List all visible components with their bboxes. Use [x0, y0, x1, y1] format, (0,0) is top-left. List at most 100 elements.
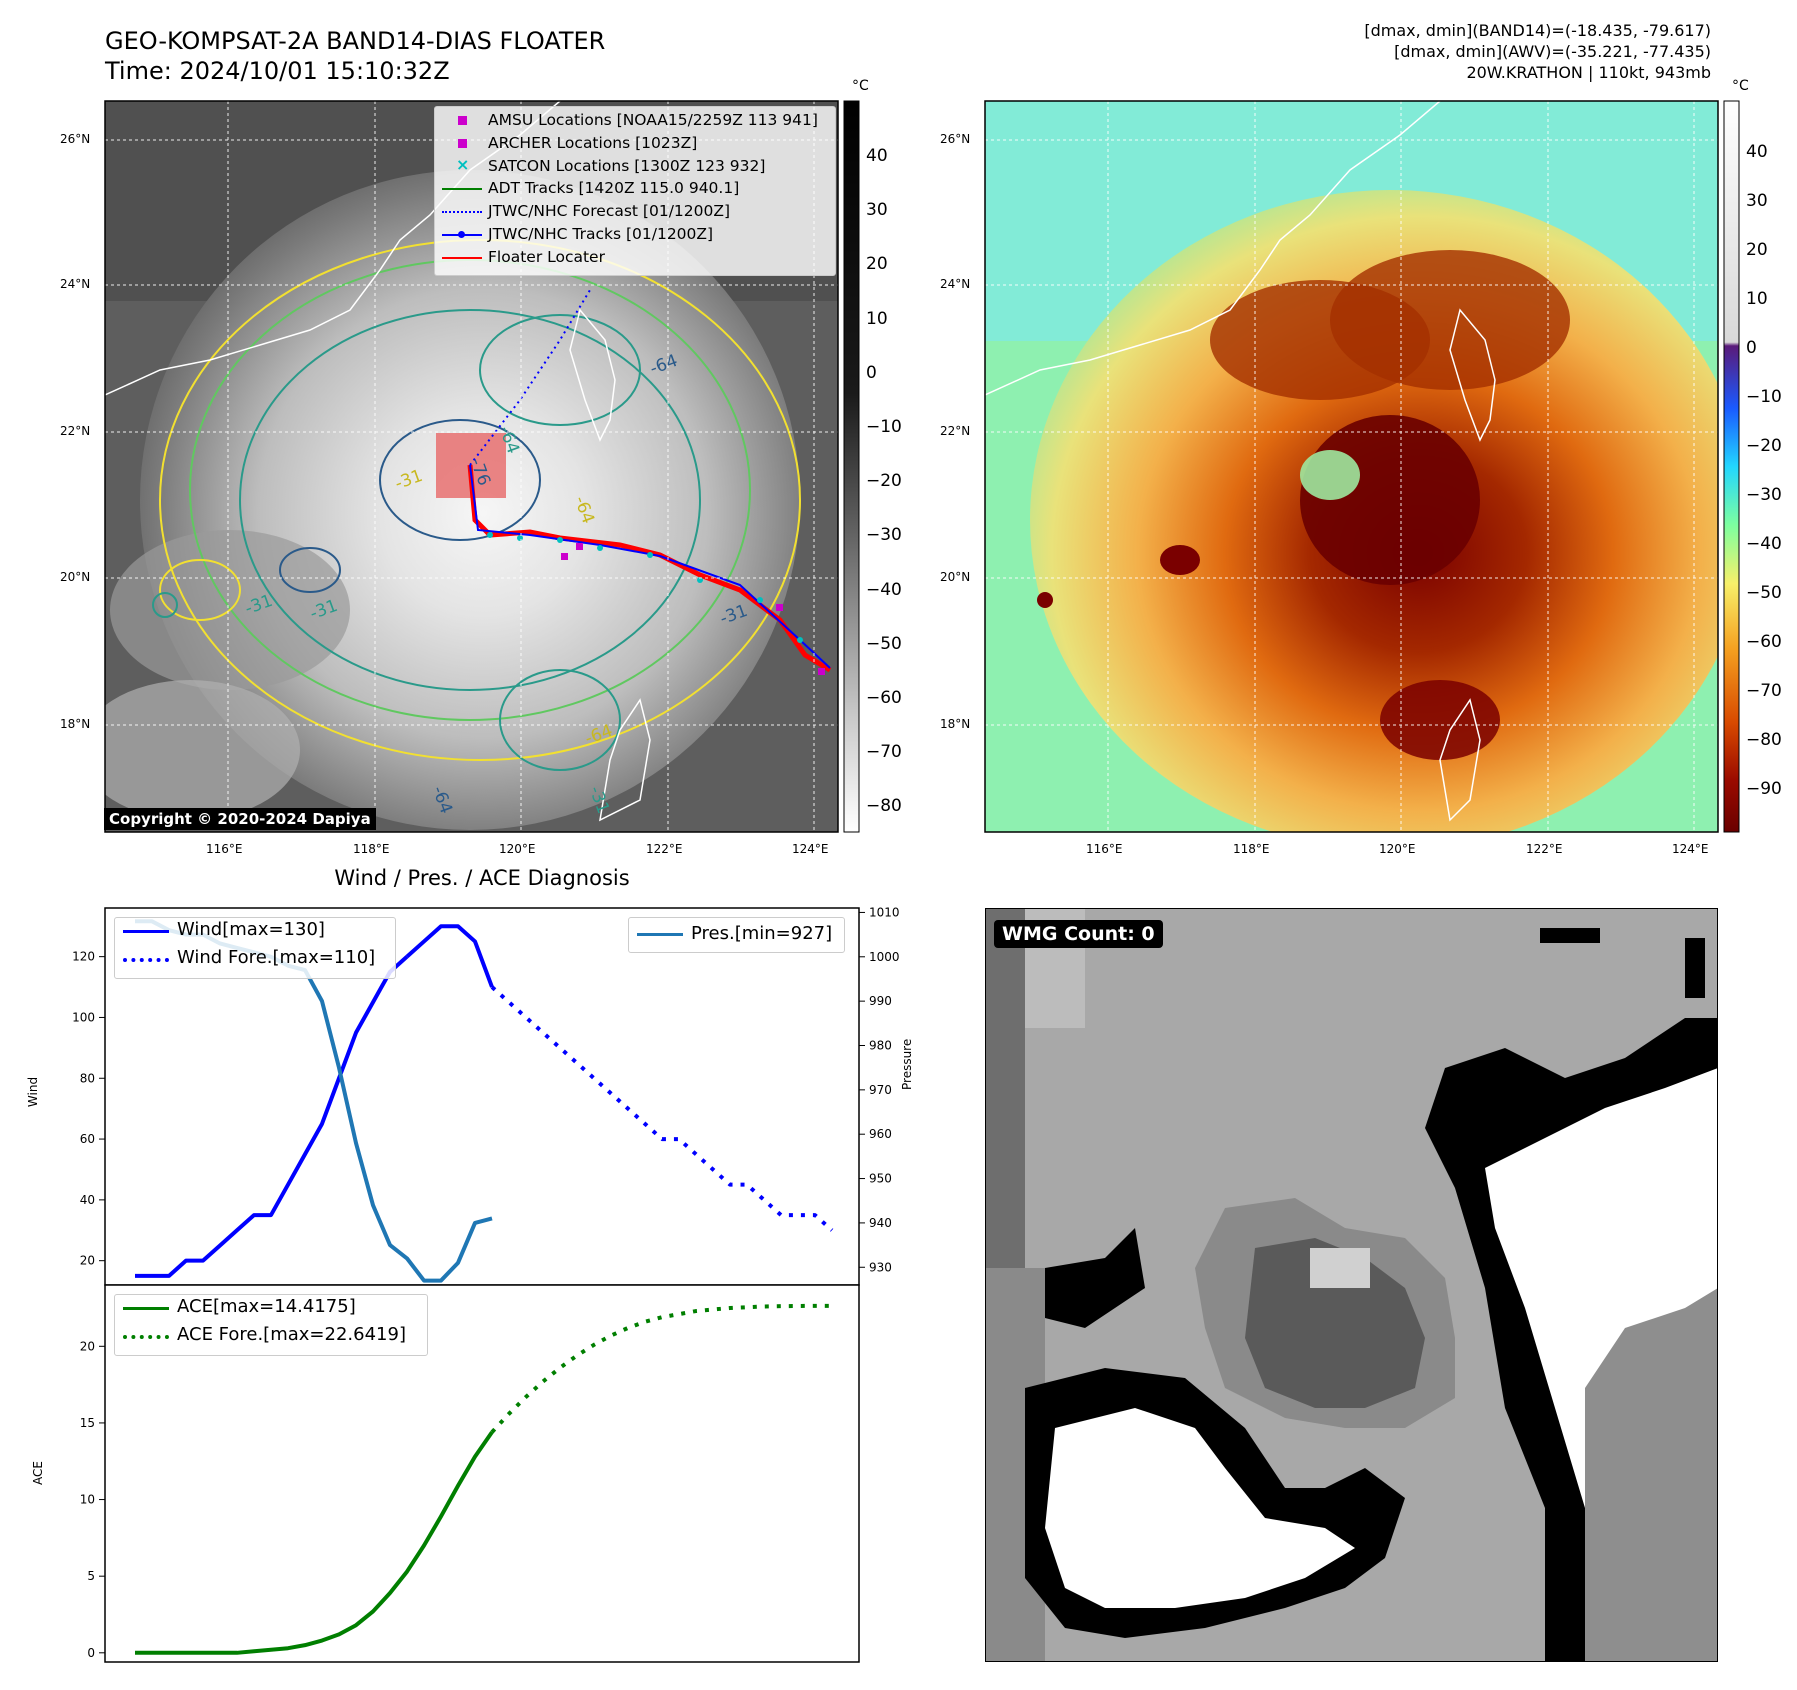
colorbar-tick: −80 — [1746, 730, 1782, 750]
right-colorbar-unit: °C — [1732, 78, 1749, 94]
figure-title-line1: GEO-KOMPSAT-2A BAND14-DIAS FLOATER — [105, 27, 606, 55]
pressure-axis-label: Pressure — [900, 1038, 914, 1090]
y2-tick-label: 950 — [869, 1172, 892, 1186]
lat-tick: 20°N — [60, 570, 91, 584]
lat-tick: 24°N — [60, 277, 91, 291]
lon-tick: 122°E — [646, 842, 683, 856]
colorbar-tick: −60 — [1746, 632, 1782, 652]
wind-legend-solid — [123, 930, 169, 933]
lat-tick: 18°N — [940, 717, 971, 731]
legend-item: JTWC/NHC Tracks [01/1200Z] — [438, 224, 834, 246]
y-tick-label: 100 — [72, 1010, 95, 1024]
y-tick-label: 0 — [87, 1646, 95, 1660]
diag-line3: 20W.KRATHON | 110kt, 943mb — [1466, 63, 1711, 82]
series-line — [135, 955, 409, 1278]
ace-legend-label: ACE[max=14.4175] — [177, 1296, 356, 1317]
legend-item: ARCHER Locations [1023Z] — [438, 133, 834, 155]
colorbar-tick: 0 — [866, 362, 877, 383]
y-tick-label: 40 — [80, 1193, 95, 1207]
colorbar-tick: −70 — [866, 742, 902, 763]
legend-label: ARCHER Locations [1023Z] — [488, 133, 698, 152]
legend-item: ADT Tracks [1420Z 115.0 940.1] — [438, 178, 834, 200]
colorbar-tick: 30 — [1746, 191, 1768, 211]
y2-tick-label: 930 — [869, 1260, 892, 1274]
ace-legend-solid — [123, 1307, 169, 1310]
left-colorbar — [843, 100, 860, 833]
y-tick-label: 15 — [80, 1416, 95, 1430]
colorbar-tick: −90 — [1746, 779, 1782, 799]
pressure-legend: Pres.[min=927] — [628, 917, 845, 953]
colorbar-tick: 30 — [866, 200, 888, 221]
right-map-imagery — [985, 101, 1718, 832]
lon-tick: 118°E — [1233, 842, 1270, 856]
left-map-legend — [434, 106, 836, 276]
colorbar-tick: 20 — [1746, 240, 1768, 260]
y-tick-label: 10 — [80, 1493, 95, 1507]
ace-legend: ACE[max=14.4175] ACE Fore.[max=22.6419] — [114, 1294, 428, 1356]
legend-marker — [442, 256, 482, 259]
y-tick-label: 5 — [87, 1569, 95, 1583]
colorbar-tick: 40 — [866, 146, 888, 166]
lat-tick: 26°N — [60, 132, 91, 146]
lat-tick: 24°N — [940, 277, 971, 291]
y2-tick-label: 1000 — [869, 950, 900, 964]
diagnosis-title: Wind / Pres. / ACE Diagnosis — [334, 866, 630, 890]
copyright-label: Copyright © 2020-2024 Dapiya — [104, 808, 376, 830]
y2-tick-label: 940 — [869, 1216, 892, 1230]
legend-label: AMSU Locations [NOAA15/2259Z 113 941] — [488, 111, 818, 129]
y2-tick-label: 970 — [869, 1083, 892, 1097]
legend-marker — [458, 116, 467, 125]
y2-tick-label: 960 — [869, 1127, 892, 1141]
lon-tick: 120°E — [1379, 842, 1416, 856]
lon-tick: 118°E — [353, 842, 390, 856]
legend-label: SATCON Locations [1300Z 123 932] — [488, 156, 766, 175]
y-tick-label: 60 — [80, 1132, 95, 1146]
wind-fore-legend-label: Wind Fore.[max=110] — [177, 947, 376, 968]
lat-tick: 26°N — [940, 132, 971, 146]
lon-tick: 124°E — [1672, 842, 1709, 856]
wind-fore-legend-dotted — [123, 958, 169, 962]
pressure-legend-line — [637, 933, 683, 936]
colorbar-tick: −30 — [1746, 485, 1782, 505]
colorbar-tick: 0 — [1746, 338, 1757, 358]
y-tick-label: 20 — [80, 1254, 95, 1268]
colorbar-tick: 10 — [866, 308, 888, 329]
wmg-panel — [985, 908, 1718, 1662]
y-tick-label: 120 — [72, 950, 95, 964]
ace-axis-label: ACE — [30, 1461, 45, 1485]
legend-marker — [442, 188, 482, 191]
colorbar-tick: −60 — [866, 688, 902, 708]
lon-tick: 124°E — [792, 842, 829, 856]
series-line — [490, 985, 834, 1232]
colorbar-tick: −50 — [866, 633, 902, 654]
legend-item: Floater Locater — [438, 247, 834, 269]
y2-tick-label: 990 — [869, 994, 892, 1008]
colorbar-tick: −40 — [866, 579, 902, 600]
legend-item: × SATCON Locations [1300Z 123 932] — [438, 155, 834, 178]
series-line — [135, 1430, 494, 1655]
wind-legend: Wind[max=130] Wind Fore.[max=110] — [114, 917, 396, 979]
lat-tick: 22°N — [60, 424, 91, 438]
wind-legend-label: Wind[max=130] — [177, 919, 325, 940]
y2-tick-label: 980 — [869, 1038, 892, 1052]
colorbar-tick: 10 — [1746, 289, 1768, 309]
left-colorbar-unit: °C — [852, 78, 869, 94]
lon-tick: 122°E — [1526, 842, 1563, 856]
colorbar-tick: −50 — [1746, 583, 1782, 603]
colorbar-tick: −10 — [866, 417, 902, 437]
colorbar-tick: −10 — [1746, 387, 1782, 407]
colorbar-tick: −70 — [1746, 681, 1782, 701]
legend-item: JTWC/NHC Forecast [01/1200Z] — [438, 201, 834, 223]
colorbar-tick: −80 — [866, 796, 902, 817]
colorbar-tick: −40 — [1746, 534, 1782, 554]
lon-tick: 120°E — [499, 842, 536, 856]
lon-tick: 116°E — [1086, 842, 1123, 856]
lat-tick: 20°N — [940, 570, 971, 584]
lat-tick: 18°N — [60, 717, 91, 731]
series-line — [405, 924, 494, 988]
ace-fore-legend-dotted — [123, 1335, 169, 1339]
y2-tick-label: 1010 — [869, 905, 900, 919]
pressure-legend-label: Pres.[min=927] — [691, 923, 833, 944]
colorbar-tick: −20 — [866, 471, 902, 492]
